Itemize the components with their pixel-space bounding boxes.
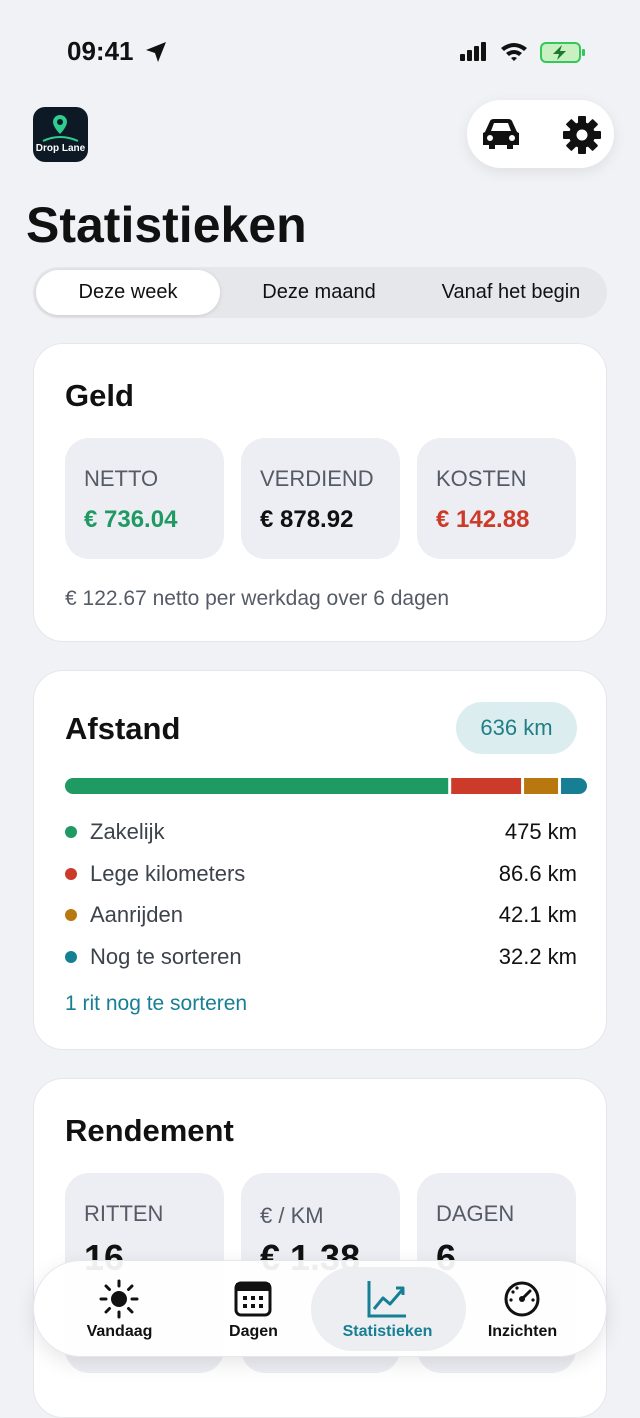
nav-item[interactable]: Dagen — [186, 1261, 321, 1351]
sort-link[interactable]: 1 rit nog te sorteren — [65, 992, 248, 1015]
app-icon[interactable]: Drop Lane — [33, 107, 88, 162]
tile-label: KOSTEN — [436, 466, 527, 491]
chart-icon — [367, 1281, 406, 1318]
legend-label: Zakelijk — [90, 819, 165, 844]
legend-dot — [65, 909, 77, 921]
sun-icon — [99, 1279, 139, 1319]
action-pill — [467, 100, 614, 168]
stat-tile: NETTO € 736.04 — [65, 438, 224, 559]
nav-label: Vandaag — [86, 1323, 153, 1340]
tile-label: RITTEN — [84, 1201, 164, 1226]
bar-segment — [561, 778, 587, 794]
tile-value: € 142.88 — [436, 506, 530, 533]
location-icon — [146, 42, 166, 62]
car-button[interactable] — [479, 114, 523, 154]
legend-dot — [65, 867, 77, 880]
bar-segment — [65, 778, 449, 794]
nav-label: Statistieken — [342, 1323, 433, 1340]
legend-label: Aanrijden — [90, 902, 183, 927]
legend-row: Aanrijden 42.1 km — [65, 900, 577, 930]
tab[interactable]: Deze week — [36, 270, 220, 315]
stat-tile: VERDIEND € 878.92 — [241, 438, 400, 559]
legend-label: Nog te sorteren — [90, 943, 242, 969]
app-icon-label: Drop Lane — [35, 143, 86, 154]
tile-label: € / KM — [260, 1203, 324, 1228]
time: 09:41 — [67, 36, 134, 66]
money-card: Geld NETTO € 736.04 VERDIEND € 878.92 KOST… — [33, 343, 607, 642]
summary: € 122.67 netto per werkdag over 6 dagen — [65, 587, 450, 610]
legend-value: 475 km — [504, 819, 577, 844]
nav-item[interactable]: Vandaag — [52, 1261, 187, 1351]
legend-value: 42.1 km — [498, 902, 577, 927]
nav-label: Inzichten — [487, 1323, 558, 1340]
gauge-icon — [504, 1281, 540, 1317]
legend-dot — [65, 950, 77, 963]
tab[interactable]: Vanaf het begin — [441, 281, 581, 303]
settings-button[interactable] — [562, 115, 602, 155]
legend-dot — [65, 826, 77, 838]
tab[interactable]: Deze maand — [262, 281, 376, 303]
yield-card: Rendement RITTEN 16 € / KM € 1.38 DAGEN 6 — [33, 1078, 607, 1418]
nav-item[interactable]: Statistieken — [320, 1261, 455, 1351]
tile-label: NETTO — [84, 466, 159, 491]
total-badge: 636 km — [456, 702, 577, 754]
bar-segment — [451, 778, 522, 794]
distance-card: Afstand 636 km Zakelijk 475 km Lege kilome… — [33, 670, 607, 1050]
calendar-icon — [234, 1281, 272, 1317]
tile-label: VERDIEND — [260, 466, 374, 491]
tile-value: € 878.92 — [260, 506, 354, 533]
segmented-control: Deze week Deze maand Vanaf het begin — [33, 267, 607, 318]
legend-row: Zakelijk 475 km — [65, 817, 577, 847]
active-indicator — [311, 1267, 466, 1351]
legend-value: 32.2 km — [498, 943, 577, 969]
tile-value: € 736.04 — [84, 506, 178, 533]
legend-value: 86.6 km — [498, 860, 577, 886]
tile-label: DAGEN — [436, 1201, 515, 1226]
tab-bar: Vandaag Dagen Statistieken Inzichten — [33, 1260, 607, 1357]
bar-segment — [524, 778, 559, 794]
card-title: Geld — [65, 378, 134, 413]
legend-row: Nog te sorteren 32.2 km — [65, 942, 577, 972]
stat-tile: KOSTEN € 142.88 — [417, 438, 576, 559]
card-title: Rendement — [65, 1113, 234, 1148]
page-title: Statistieken — [26, 197, 307, 253]
nav-label: Dagen — [229, 1323, 278, 1340]
nav-item[interactable]: Inzichten — [455, 1261, 590, 1351]
legend-label: Lege kilometers — [90, 860, 246, 886]
app-logo — [42, 115, 79, 142]
status-icons — [460, 42, 585, 63]
legend-row: Lege kilometers 86.6 km — [65, 859, 577, 889]
distance-bar — [65, 778, 587, 794]
card-title: Afstand — [65, 711, 181, 746]
